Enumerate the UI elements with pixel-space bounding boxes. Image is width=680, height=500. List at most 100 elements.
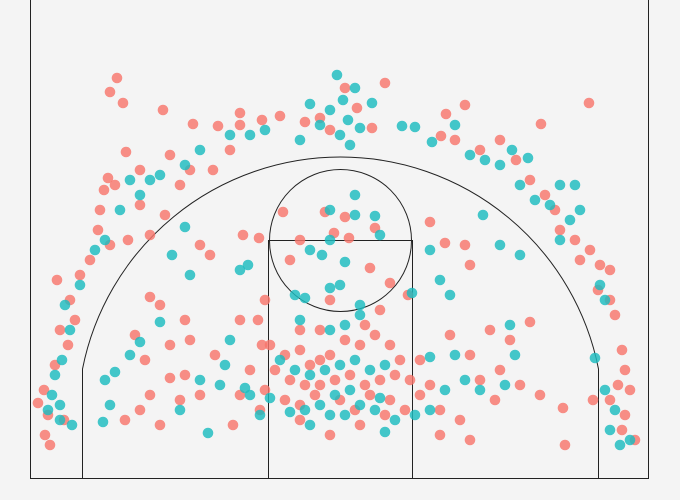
shot-point (339, 211, 351, 223)
shot-point (414, 354, 426, 366)
shot-point (449, 119, 461, 131)
shot-point (289, 364, 301, 376)
shot-point (269, 364, 281, 376)
shot-point (474, 144, 486, 156)
shot-point (535, 118, 547, 130)
shot-point (344, 384, 356, 396)
shot-point (264, 339, 276, 351)
shot-point (337, 94, 349, 106)
shot-point (316, 249, 328, 261)
shot-point (583, 97, 595, 109)
shot-point (224, 129, 236, 141)
shot-point (134, 199, 146, 211)
shot-point (324, 409, 336, 421)
shot-point (609, 309, 621, 321)
shot-point (214, 379, 226, 391)
shot-point (409, 121, 421, 133)
shot-point (349, 209, 361, 221)
shot-point (557, 402, 569, 414)
shot-point (329, 374, 341, 386)
shot-point (499, 379, 511, 391)
shot-point (244, 364, 256, 376)
shot-point (554, 179, 566, 191)
shot-point (364, 364, 376, 376)
shot-point (359, 319, 371, 331)
shot-point (384, 277, 396, 289)
shot-point (92, 224, 104, 236)
shot-point (284, 374, 296, 386)
shot-point (39, 429, 51, 441)
shot-point (474, 374, 486, 386)
shot-point (59, 299, 71, 311)
shot-point (54, 399, 66, 411)
shot-point (179, 221, 191, 233)
shot-point (219, 359, 231, 371)
shot-point (237, 229, 249, 241)
shot-point (522, 152, 534, 164)
shot-point (612, 379, 624, 391)
shot-point (374, 374, 386, 386)
shot-point (66, 419, 78, 431)
shot-point (374, 392, 386, 404)
shot-point (474, 384, 486, 396)
shot-point (594, 279, 606, 291)
shot-point (384, 394, 396, 406)
shot-point (144, 174, 156, 186)
shot-point (404, 374, 416, 386)
shot-point (344, 369, 356, 381)
three-point-line (82, 156, 599, 478)
shot-point (374, 229, 386, 241)
shot-point (117, 97, 129, 109)
shot-point (364, 262, 376, 274)
shot-point (354, 309, 366, 321)
shot-point (294, 234, 306, 246)
shot-point (242, 259, 254, 271)
shot-point (289, 289, 301, 301)
shot-point (494, 159, 506, 171)
shot-point (424, 379, 436, 391)
shot-point (49, 369, 61, 381)
shot-point (119, 414, 131, 426)
shot-point (459, 99, 471, 111)
shot-point (331, 69, 343, 81)
shot-point (354, 299, 366, 311)
shot-point (569, 234, 581, 246)
shot-point (254, 409, 266, 421)
shot-point (104, 86, 116, 98)
shot-point (184, 334, 196, 346)
shot-point (329, 389, 341, 401)
shot-point (504, 334, 516, 346)
shot-point (435, 130, 447, 142)
shot-point (274, 354, 286, 366)
shot-point (544, 199, 556, 211)
shot-point (339, 256, 351, 268)
shot-point (449, 134, 461, 146)
shot-point (324, 282, 336, 294)
shot-point (154, 169, 166, 181)
shot-point (134, 404, 146, 416)
shot-point (334, 359, 346, 371)
shot-point (109, 179, 121, 191)
shot-point (539, 189, 551, 201)
shot-point (279, 394, 291, 406)
shot-point (224, 334, 236, 346)
shot-point (164, 372, 176, 384)
shot-point (212, 120, 224, 132)
shot-point (202, 427, 214, 439)
shot-point (506, 144, 518, 156)
shot-point (54, 324, 66, 336)
shot-point (514, 179, 526, 191)
shot-point (334, 279, 346, 291)
shot-point (179, 314, 191, 326)
shot-point (339, 409, 351, 421)
shot-point (324, 104, 336, 116)
shot-point (256, 114, 268, 126)
shot-point (46, 389, 58, 401)
shot-point (154, 419, 166, 431)
shot-point (439, 384, 451, 396)
shot-point (564, 214, 576, 226)
shot-point (239, 382, 251, 394)
shot-point (504, 319, 516, 331)
shot-point (489, 394, 501, 406)
shot-point (614, 439, 626, 451)
